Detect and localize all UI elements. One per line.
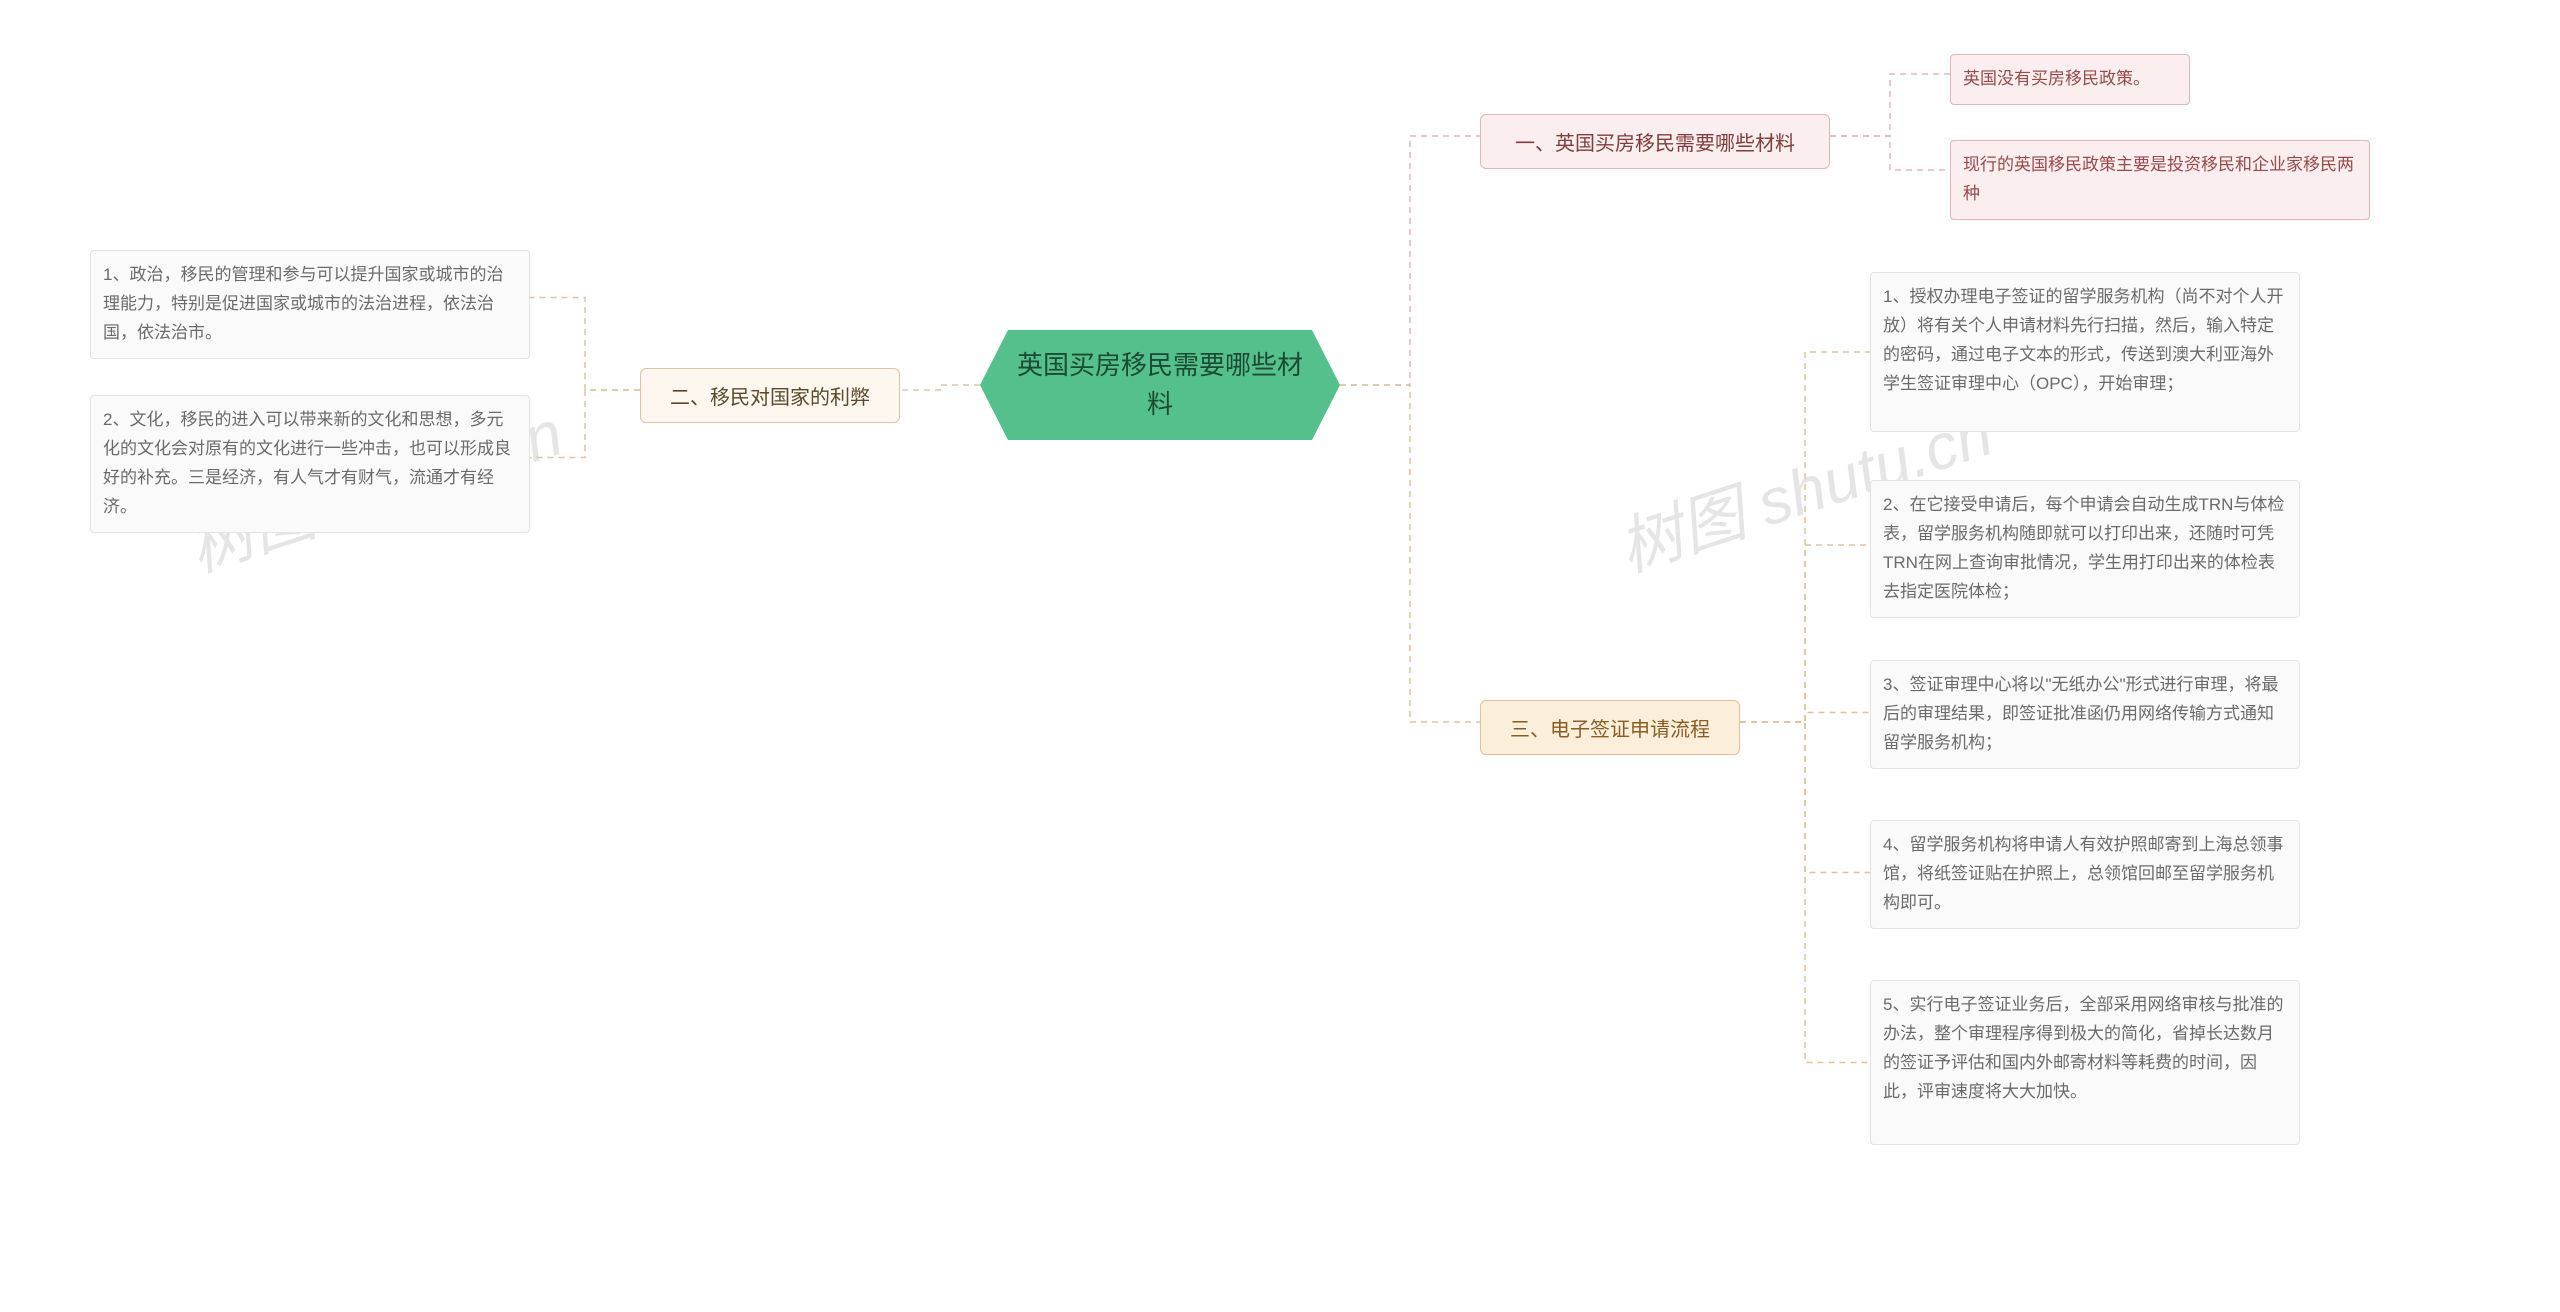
- leaf-culture[interactable]: 2、文化，移民的进入可以带来新的文化和思想，多元化的文化会对原有的文化进行一些冲…: [90, 395, 530, 533]
- leaf-text: 1、授权办理电子签证的留学服务机构（尚不对个人开放）将有关个人申请材料先行扫描，…: [1883, 287, 2283, 393]
- leaf-text: 2、在它接受申请后，每个申请会自动生成TRN与体检表，留学服务机构随即就可以打印…: [1883, 495, 2284, 601]
- leaf-politics[interactable]: 1、政治，移民的管理和参与可以提升国家或城市的治理能力，特别是促进国家或城市的法…: [90, 250, 530, 359]
- leaf-text: 2、文化，移民的进入可以带来新的文化和思想，多元化的文化会对原有的文化进行一些冲…: [103, 410, 511, 516]
- leaf-text: 4、留学服务机构将申请人有效护照邮寄到上海总领事馆，将纸签证贴在护照上，总领馆回…: [1883, 835, 2283, 912]
- leaf-step2[interactable]: 2、在它接受申请后，每个申请会自动生成TRN与体检表，留学服务机构随即就可以打印…: [1870, 480, 2300, 618]
- branch-label: 二、移民对国家的利弊: [670, 381, 870, 410]
- leaf-text: 现行的英国移民政策主要是投资移民和企业家移民两种: [1963, 155, 2354, 203]
- leaf-no-policy[interactable]: 英国没有买房移民政策。: [1950, 54, 2190, 105]
- branch-pros-cons[interactable]: 二、移民对国家的利弊: [640, 368, 900, 423]
- branch-materials[interactable]: 一、英国买房移民需要哪些材料: [1480, 114, 1830, 169]
- branch-label: 一、英国买房移民需要哪些材料: [1515, 127, 1795, 156]
- leaf-text: 3、签证审理中心将以"无纸办公"形式进行审理，将最后的审理结果，即签证批准函仍用…: [1883, 675, 2279, 752]
- leaf-current-policy[interactable]: 现行的英国移民政策主要是投资移民和企业家移民两种: [1950, 140, 2370, 220]
- leaf-text: 英国没有买房移民政策。: [1963, 69, 2150, 88]
- branch-label: 三、电子签证申请流程: [1510, 713, 1710, 742]
- branch-evisa-process[interactable]: 三、电子签证申请流程: [1480, 700, 1740, 755]
- leaf-step1[interactable]: 1、授权办理电子签证的留学服务机构（尚不对个人开放）将有关个人申请材料先行扫描，…: [1870, 272, 2300, 432]
- leaf-step5[interactable]: 5、实行电子签证业务后，全部采用网络审核与批准的办法，整个审理程序得到极大的简化…: [1870, 980, 2300, 1145]
- leaf-step3[interactable]: 3、签证审理中心将以"无纸办公"形式进行审理，将最后的审理结果，即签证批准函仍用…: [1870, 660, 2300, 769]
- leaf-step4[interactable]: 4、留学服务机构将申请人有效护照邮寄到上海总领事馆，将纸签证贴在护照上，总领馆回…: [1870, 820, 2300, 929]
- leaf-text: 1、政治，移民的管理和参与可以提升国家或城市的治理能力，特别是促进国家或城市的法…: [103, 265, 503, 342]
- center-node[interactable]: 英国买房移民需要哪些材料: [980, 330, 1340, 440]
- center-node-label: 英国买房移民需要哪些材料: [1010, 346, 1310, 424]
- leaf-text: 5、实行电子签证业务后，全部采用网络审核与批准的办法，整个审理程序得到极大的简化…: [1883, 995, 2283, 1101]
